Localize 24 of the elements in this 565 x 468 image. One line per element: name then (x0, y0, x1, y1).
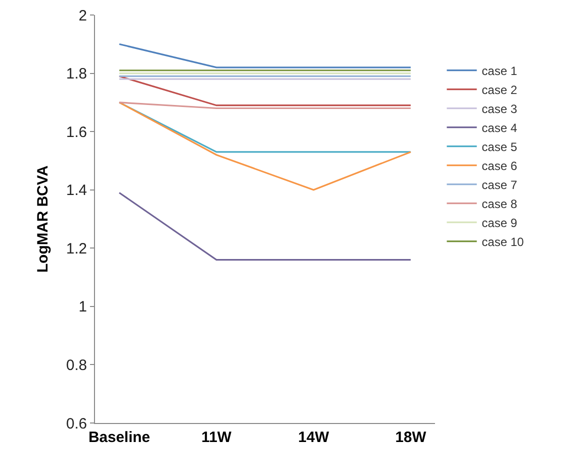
y-tick-label: 0.6 (66, 415, 87, 432)
y-tick-label: 2 (78, 7, 87, 24)
legend-label: case 10 (482, 234, 524, 249)
legend-label: case 3 (482, 102, 518, 116)
legend-label: case 4 (482, 120, 518, 135)
y-tick-label: 1.4 (66, 182, 87, 200)
legend-label: case 2 (482, 82, 518, 97)
y-tick-label: 1.8 (66, 66, 87, 83)
legend-label: case 7 (482, 178, 518, 192)
legend-label: case 1 (482, 64, 518, 78)
legend-label: case 9 (482, 216, 518, 230)
line-series (118, 102, 412, 191)
y-tick-label: 1.6 (66, 124, 87, 141)
legend-label: case 6 (482, 158, 518, 173)
x-tick-label: 11W (201, 429, 232, 446)
legend-label: case 5 (482, 140, 518, 154)
x-tick-label: 14W (298, 429, 330, 446)
x-tick-label: 18W (395, 429, 427, 446)
x-tick-label: Baseline (88, 429, 150, 446)
y-tick-label: 1.2 (66, 240, 87, 258)
y-tick-label: 0.8 (66, 356, 87, 374)
legend-label: case 8 (482, 196, 518, 211)
y-axis-title: LogMAR BCVA (34, 165, 52, 273)
y-tick-label: 1 (78, 298, 87, 316)
